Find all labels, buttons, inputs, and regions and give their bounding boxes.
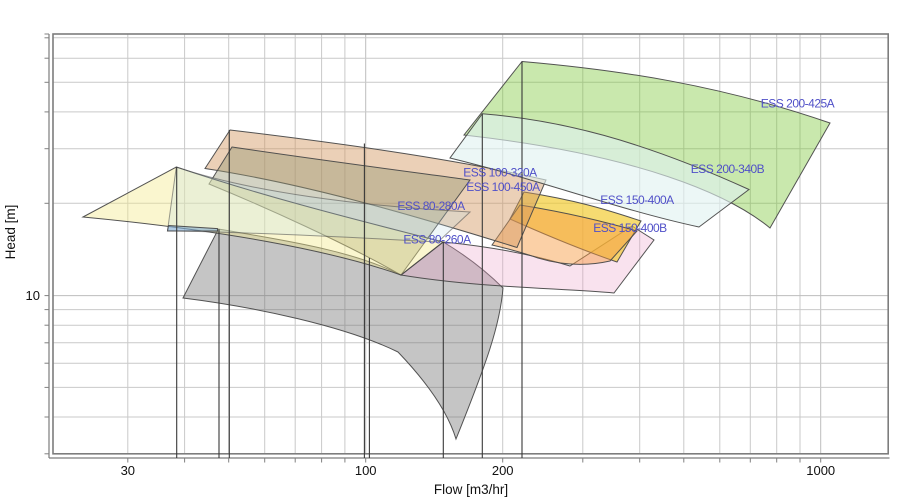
svg-text:ESS 80-280A: ESS 80-280A: [397, 199, 465, 213]
svg-text:ESS 80-260A: ESS 80-260A: [403, 233, 471, 247]
svg-text:200: 200: [492, 463, 514, 478]
svg-text:10: 10: [26, 288, 40, 303]
svg-text:ESS 200-425A: ESS 200-425A: [761, 97, 835, 111]
svg-text:ESS 100-320A: ESS 100-320A: [463, 166, 537, 180]
svg-text:Flow [m3/hr]: Flow [m3/hr]: [434, 482, 508, 497]
svg-text:ESS 150-400B: ESS 150-400B: [593, 221, 667, 235]
svg-text:Head [m]: Head [m]: [3, 205, 18, 260]
svg-text:ESS 200-340B: ESS 200-340B: [691, 162, 765, 176]
svg-text:ESS 150-400A: ESS 150-400A: [600, 193, 674, 207]
svg-text:100: 100: [355, 463, 377, 478]
svg-text:ESS 100-450A: ESS 100-450A: [466, 180, 540, 194]
svg-text:1000: 1000: [806, 463, 835, 478]
svg-text:30: 30: [121, 463, 135, 478]
